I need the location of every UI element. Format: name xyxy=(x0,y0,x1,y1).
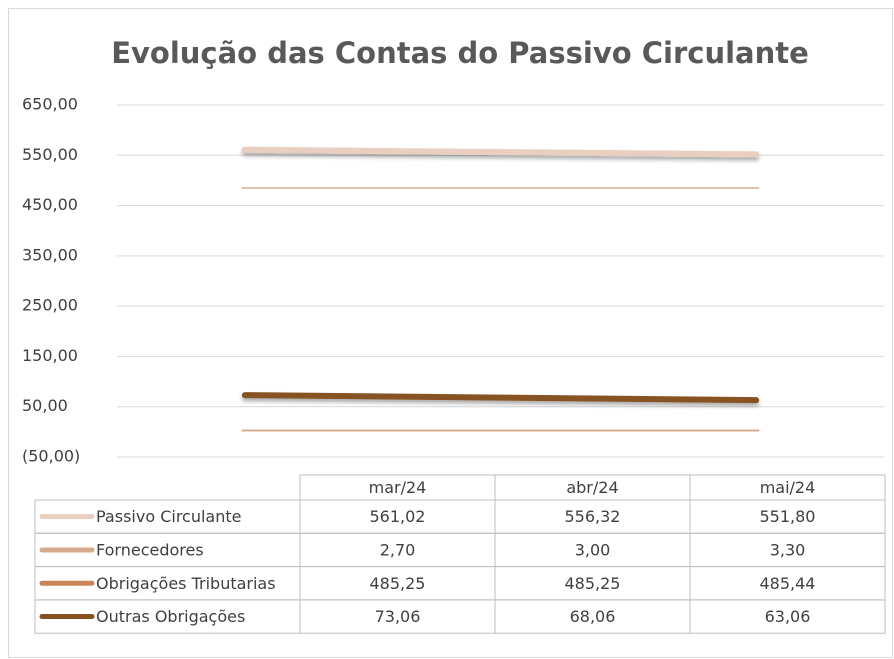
x-tick-label: mar/24 xyxy=(369,478,427,497)
series-line xyxy=(241,146,760,158)
data-label: 68,06 xyxy=(570,607,616,626)
x-tick-label: mai/24 xyxy=(760,478,816,497)
table-cell xyxy=(689,599,886,634)
data-label: 63,06 xyxy=(765,607,811,626)
y-tick-label: 150,00 xyxy=(22,346,78,365)
x-tick-label: abr/24 xyxy=(566,478,618,497)
y-tick-label: 350,00 xyxy=(22,245,78,264)
legend-label: Passivo Circulante xyxy=(96,507,241,526)
data-label: 3,30 xyxy=(770,540,806,559)
data-label: 3,00 xyxy=(575,540,611,559)
legend-label: Outras Obrigações xyxy=(96,607,245,626)
data-label: 561,02 xyxy=(370,507,426,526)
data-label: 551,80 xyxy=(760,507,816,526)
y-tick-label: 450,00 xyxy=(22,195,78,214)
legend-label: Fornecedores xyxy=(96,540,204,559)
data-label: 556,32 xyxy=(565,507,621,526)
y-tick-label: 550,00 xyxy=(22,145,78,164)
data-label: 485,25 xyxy=(565,574,621,593)
data-label: 485,25 xyxy=(370,574,426,593)
y-tick-label: 250,00 xyxy=(22,296,78,315)
series-line xyxy=(241,392,760,404)
data-label: 485,44 xyxy=(760,574,816,593)
data-label: 2,70 xyxy=(380,540,416,559)
legend-label: Obrigações Tributarias xyxy=(96,574,276,593)
data-label: 73,06 xyxy=(375,607,421,626)
y-tick-label: (50,00) xyxy=(22,447,80,466)
y-tick-label: 650,00 xyxy=(22,95,78,114)
chart-frame xyxy=(8,8,893,658)
y-tick-label: 50,00 xyxy=(22,396,68,415)
chart-title: Evolução das Contas do Passivo Circulant… xyxy=(111,36,809,70)
